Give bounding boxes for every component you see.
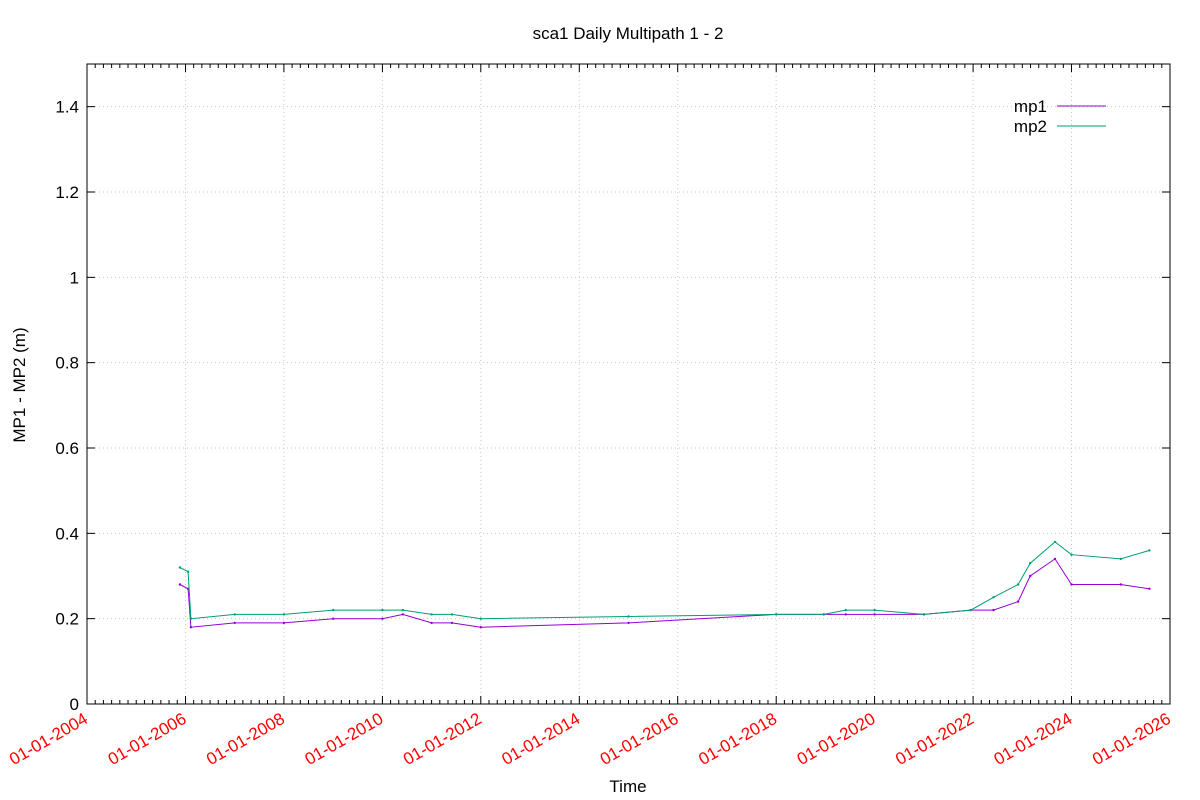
data-point-mp1	[1148, 587, 1151, 590]
x-tick-label: 01-01-2020	[794, 709, 879, 769]
data-point-mp1	[282, 621, 286, 625]
data-point-mp2	[332, 608, 335, 612]
data-point-mp1	[430, 621, 433, 625]
data-point-mp2	[775, 613, 778, 616]
data-point-mp1	[479, 626, 482, 629]
x-tick-labels: 01-01-2004 01-01-2006 01-01-2008 01-01-2010…	[6, 709, 1174, 769]
y-tick-label: 1.4	[55, 98, 79, 117]
data-point-mp2	[873, 608, 876, 612]
data-point-mp2	[186, 570, 190, 573]
grid	[87, 64, 1170, 704]
y-tick-label: 0.4	[55, 524, 79, 543]
data-point-mp2	[969, 608, 972, 612]
data-series	[178, 540, 1151, 629]
data-point-mp1	[1119, 583, 1123, 586]
data-point-mp1	[1070, 583, 1073, 586]
x-tick-label: 01-01-2018	[695, 709, 780, 769]
y-tick-label: 0	[70, 695, 79, 714]
data-point-mp2	[233, 613, 236, 616]
data-point-mp2	[282, 613, 286, 616]
x-tick-label: 01-01-2006	[105, 709, 190, 769]
data-point-mp1	[401, 613, 404, 616]
x-tick-label: 01-01-2026	[1089, 709, 1174, 769]
x-tick-label: 01-01-2022	[892, 709, 977, 769]
data-point-mp2	[1119, 557, 1123, 561]
x-tick-label: 01-01-2008	[203, 709, 288, 769]
axis-ticks	[86, 64, 1171, 705]
data-point-mp1	[873, 613, 876, 616]
x-axis-label: Time	[609, 777, 646, 796]
data-point-mp2	[1148, 549, 1151, 552]
data-point-mp2	[1070, 553, 1073, 556]
series-line-mp2	[179, 541, 1150, 620]
legend: mp1 mp2	[1014, 97, 1106, 136]
chart-title: sca1 Daily Multipath 1 - 2	[533, 24, 724, 43]
data-point-mp2	[922, 613, 926, 616]
data-point-mp1	[992, 608, 995, 612]
y-tick-label: 0.2	[55, 610, 79, 629]
x-tick-label: 01-01-2012	[400, 709, 485, 769]
legend-label-mp2: mp2	[1014, 117, 1047, 136]
data-point-mp1	[381, 617, 384, 620]
data-point-mp1	[332, 617, 335, 620]
data-point-mp2	[189, 617, 193, 620]
data-point-mp2	[822, 613, 825, 616]
data-point-mp2	[430, 613, 433, 616]
y-tick-label: 0.8	[55, 354, 79, 373]
data-point-mp1	[1029, 574, 1032, 578]
data-point-mp2	[450, 613, 454, 616]
data-point-mp1	[844, 613, 847, 616]
data-point-mp2	[844, 608, 847, 612]
x-tick-label: 01-01-2014	[498, 709, 583, 769]
data-point-mp2	[401, 608, 404, 612]
data-point-mp2	[479, 617, 482, 620]
data-point-mp1	[450, 621, 454, 625]
y-tick-labels: 0 0.2 0.4 0.6 0.8 1 1.2 1.4	[55, 98, 79, 714]
data-point-mp1	[1053, 557, 1057, 561]
y-axis-label: MP1 - MP2 (m)	[10, 327, 29, 442]
series-line-mp1	[179, 558, 1150, 628]
data-point-mp1	[233, 621, 236, 625]
data-point-mp1	[1016, 600, 1020, 603]
data-point-mp2	[1029, 562, 1032, 565]
plot-frame	[86, 63, 1171, 705]
x-tick-label: 01-01-2004	[6, 709, 91, 769]
data-point-mp2	[992, 596, 995, 599]
data-point-mp2	[178, 566, 182, 569]
x-tick-label: 01-01-2024	[991, 709, 1076, 769]
data-point-mp1	[627, 621, 630, 625]
legend-label-mp1: mp1	[1014, 97, 1047, 116]
x-tick-label: 01-01-2010	[302, 709, 387, 769]
y-tick-label: 1	[70, 268, 79, 287]
x-tick-label: 01-01-2016	[597, 709, 682, 769]
data-point-mp2	[627, 615, 630, 618]
data-point-mp1	[189, 626, 193, 629]
data-point-mp2	[1053, 540, 1057, 544]
y-tick-label: 1.2	[55, 183, 79, 202]
y-tick-label: 0.6	[55, 439, 79, 458]
data-point-mp2	[381, 608, 384, 612]
data-point-mp1	[178, 583, 182, 586]
data-point-mp2	[1016, 583, 1020, 586]
